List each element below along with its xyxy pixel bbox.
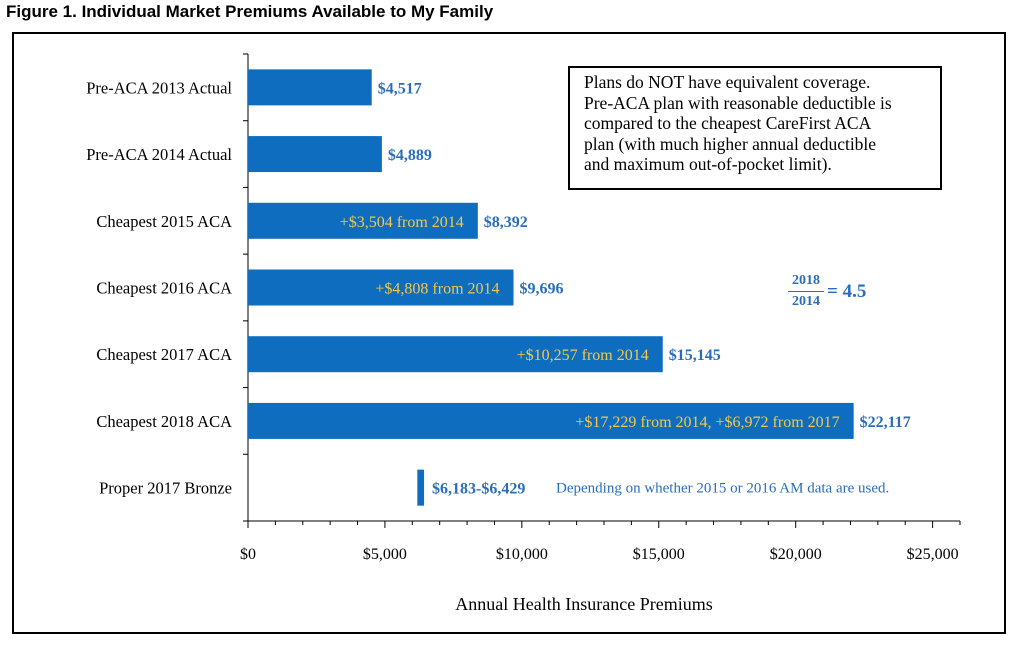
bar-value-label: $9,696 — [520, 281, 564, 298]
x-tick-label: $0 — [240, 546, 256, 563]
ratio-denominator: 2014 — [792, 294, 820, 309]
x-tick-label: $25,000 — [907, 546, 959, 563]
y-category-label: Pre-ACA 2014 Actual — [86, 145, 232, 164]
bar-value-label: $22,117 — [860, 414, 911, 431]
note-line: compared to the cheapest CareFirst ACA — [584, 113, 872, 133]
bar — [248, 336, 663, 373]
note-line: plan (with much higher annual deductible — [584, 133, 877, 154]
y-category-label: Pre-ACA 2013 Actual — [86, 78, 232, 97]
ratio-result: = 4.5 — [827, 280, 867, 302]
ratio-annotation: 2018 2014 = 4.5 — [788, 272, 866, 311]
bar — [248, 202, 478, 239]
range-value-label: $6,183-$6,429 — [432, 481, 525, 498]
x-tick-label: $20,000 — [770, 546, 822, 563]
bar — [248, 269, 514, 306]
y-category-label: Cheapest 2018 ACA — [96, 412, 232, 431]
coverage-note-box: Plans do NOT have equivalent coverage. P… — [568, 66, 942, 190]
ratio-numerator: 2018 — [788, 272, 824, 292]
ratio-fraction: 2018 2014 — [788, 272, 824, 311]
bar — [248, 69, 372, 106]
bar-value-label: $15,145 — [669, 347, 721, 364]
x-axis-title: Annual Health Insurance Premiums — [455, 594, 712, 614]
bar-value-label: $4,889 — [388, 147, 432, 164]
range-annotation: Depending on whether 2015 or 2016 AM dat… — [556, 481, 889, 497]
bar — [248, 136, 382, 173]
y-category-label: Cheapest 2015 ACA — [96, 212, 232, 231]
bar-value-label: $8,392 — [484, 214, 528, 231]
bar-change-label: +$4,808 from 2014 — [375, 281, 499, 298]
note-line: Plans do NOT have equivalent coverage. — [584, 72, 871, 92]
y-category-label: Proper 2017 Bronze — [99, 479, 232, 498]
range-bar — [417, 469, 425, 506]
x-tick-label: $5,000 — [363, 546, 407, 563]
bar-change-label: +$3,504 from 2014 — [340, 214, 464, 231]
bar — [248, 402, 854, 439]
note-line: Pre-ACA plan with reasonable deductible … — [584, 92, 892, 113]
bar-value-label: $4,517 — [378, 80, 422, 97]
y-category-label: Cheapest 2017 ACA — [96, 345, 232, 364]
y-category-label: Cheapest 2016 ACA — [96, 279, 232, 298]
note-line: and maximum out-of-pocket limit). — [584, 154, 832, 174]
x-tick-label: $15,000 — [633, 546, 685, 563]
bar-change-label: +$10,257 from 2014 — [517, 347, 649, 364]
bar-change-label: +$17,229 from 2014, +$6,972 from 2017 — [575, 414, 839, 431]
x-tick-label: $10,000 — [496, 546, 548, 563]
figure-title: Figure 1. Individual Market Premiums Ava… — [6, 2, 494, 21]
